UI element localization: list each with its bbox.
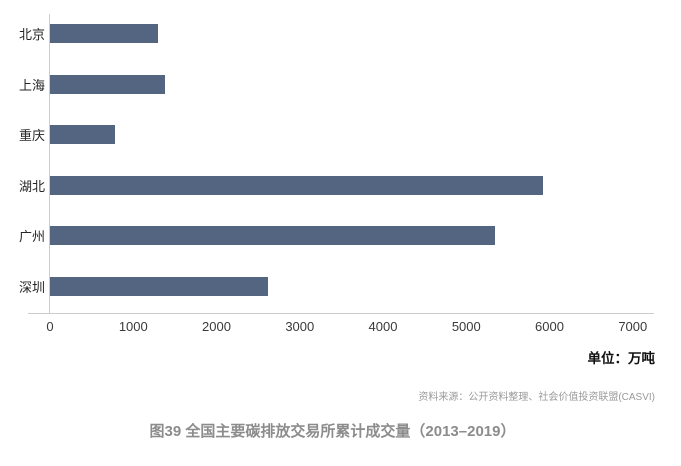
x-tick-label-2: 2000 (202, 319, 231, 334)
bar-5 (50, 276, 269, 296)
category-label-0: 北京 (18, 27, 45, 42)
figure-title: 图39 全国主要碳排放交易所累计成交量（2013–2019） (149, 423, 516, 440)
x-tick-label-7: 7000 (618, 319, 648, 334)
source-note: 资料来源：公开资料整理、社会价值投资联盟(CASVI) (418, 392, 655, 403)
bar-1 (50, 74, 165, 94)
category-label-3: 湖北 (18, 178, 45, 194)
x-tick-label-1: 1000 (118, 319, 148, 334)
x-tick-label-6: 6000 (535, 319, 564, 334)
category-label-4: 广州 (18, 229, 45, 244)
category-label-1: 上海 (18, 77, 45, 93)
bar-0 (50, 24, 159, 43)
x-tick-label-5: 5000 (451, 319, 481, 334)
x-tick-label-3: 3000 (285, 319, 315, 334)
bar-3 (50, 175, 543, 195)
category-label-2: 重庆 (18, 128, 45, 143)
y-axis-line (49, 14, 50, 314)
unit-label: 单位：万吨 (587, 351, 656, 366)
x-tick-label-4: 4000 (368, 319, 398, 334)
bar-2 (50, 125, 115, 144)
category-label-5: 深圳 (18, 279, 45, 295)
x-axis-line (28, 313, 654, 314)
bar-4 (50, 226, 495, 245)
x-tick-label-0: 0 (46, 319, 54, 334)
